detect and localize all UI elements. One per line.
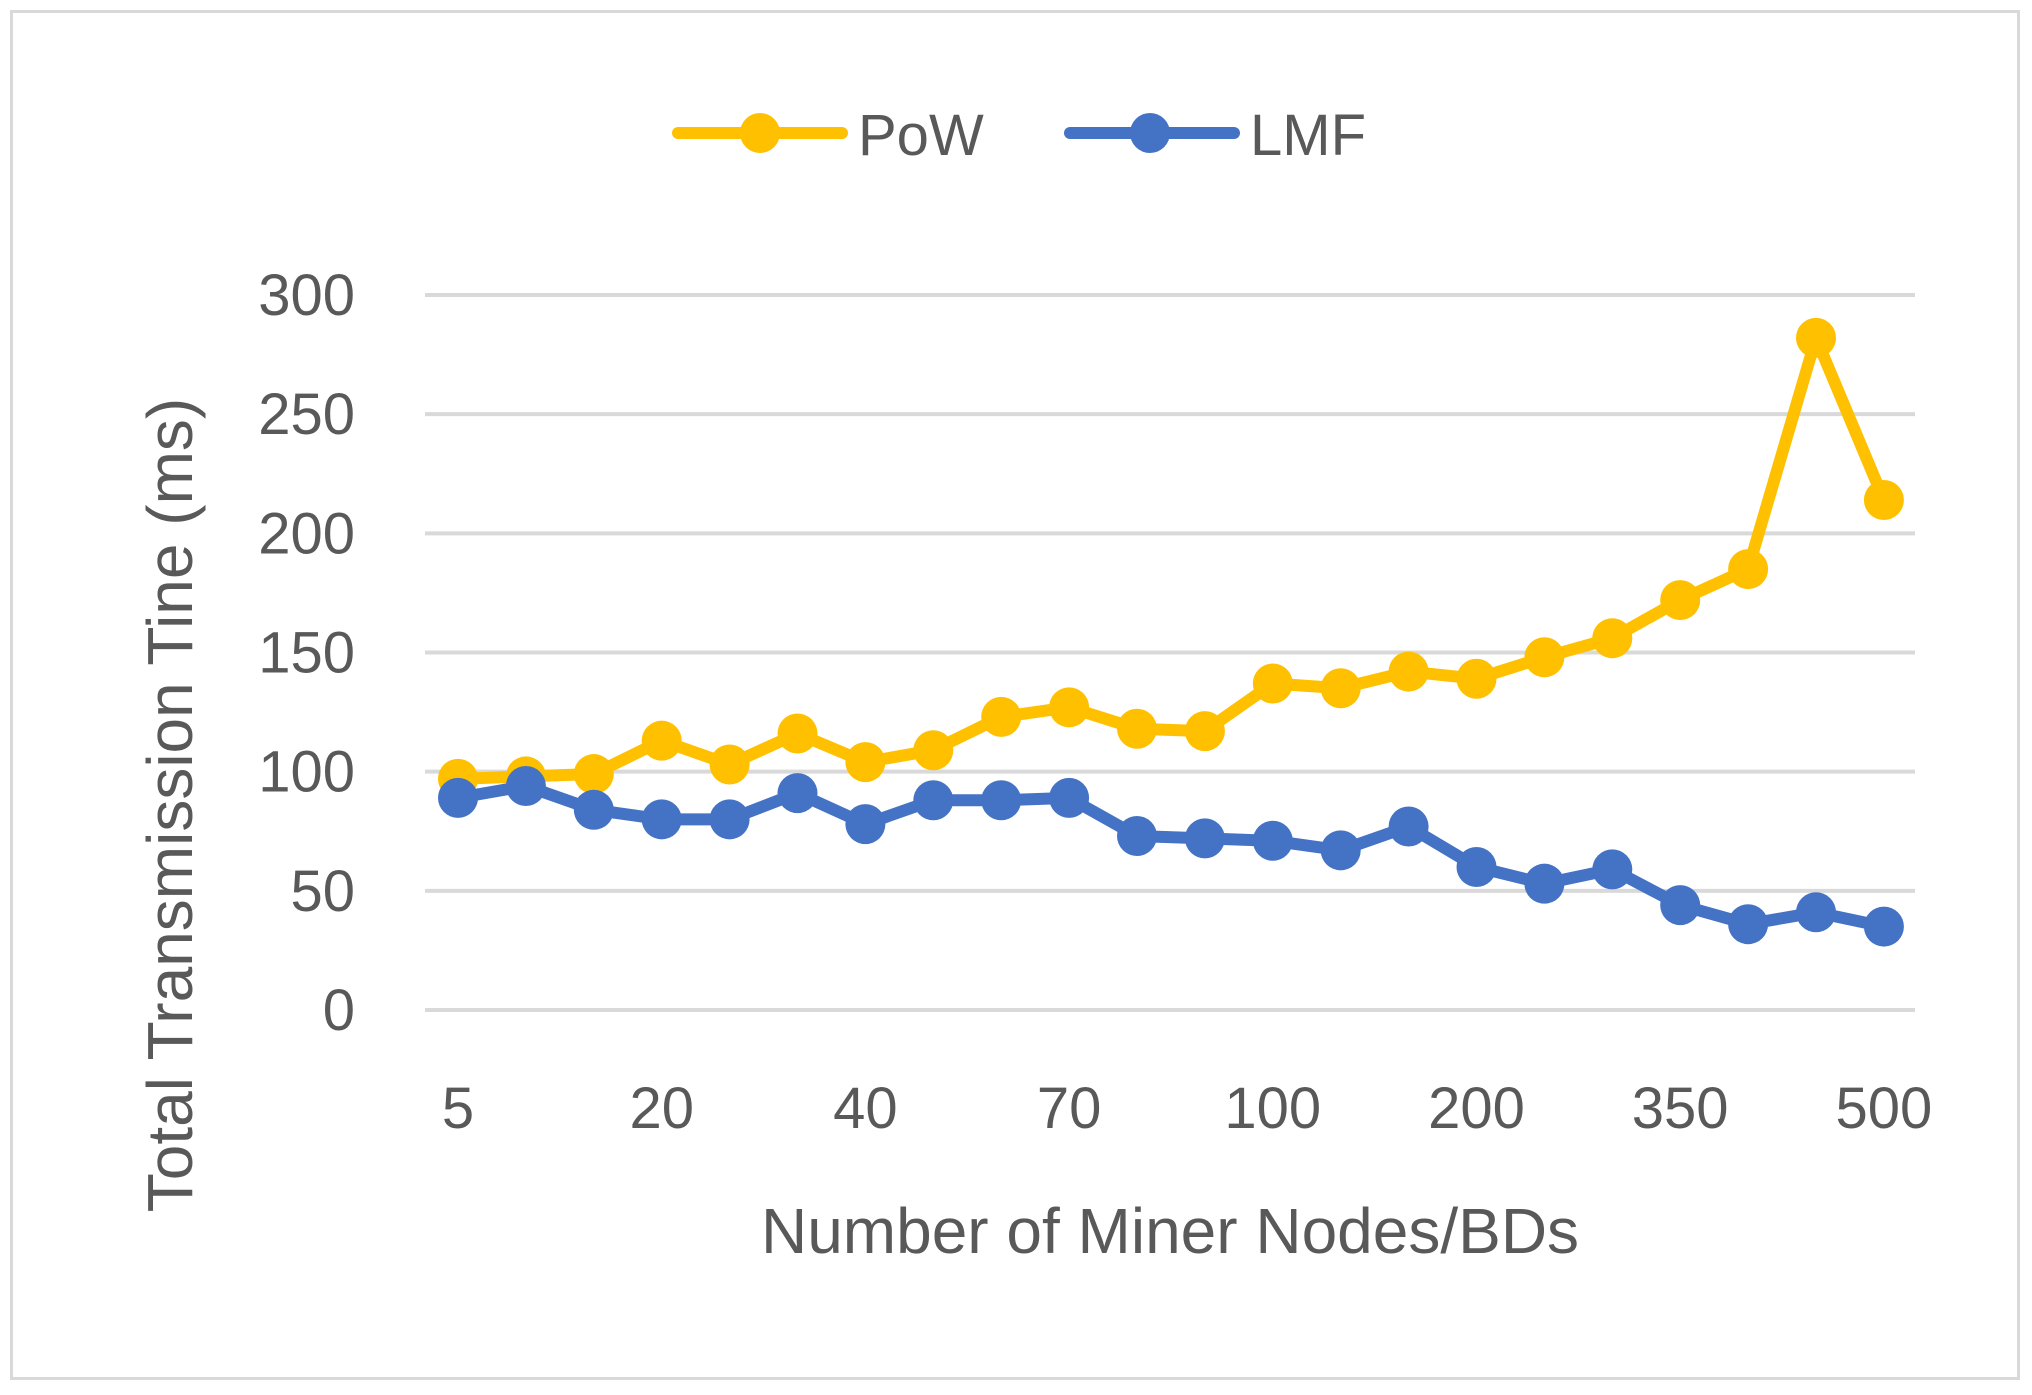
x-axis-title: Number of Miner Nodes/BDs xyxy=(761,1195,1579,1267)
x-tick-label: 40 xyxy=(833,1076,898,1141)
y-axis-ticks: 0 50 100 150 200 250 300 xyxy=(258,263,355,1043)
data-point-lmf xyxy=(1320,830,1361,871)
legend-label-lmf: LMF xyxy=(1250,103,1366,168)
data-point-pow xyxy=(1524,637,1565,678)
y-tick-label: 50 xyxy=(290,859,355,924)
data-point-pow xyxy=(981,696,1022,737)
data-point-lmf xyxy=(1388,806,1429,847)
data-point-lmf xyxy=(505,765,546,806)
legend-label-pow: PoW xyxy=(858,103,984,168)
series-line-lmf xyxy=(452,779,1890,933)
data-point-pow xyxy=(1184,711,1225,752)
y-tick-label: 0 xyxy=(323,978,355,1043)
x-tick-label: 350 xyxy=(1632,1076,1729,1141)
series-layer xyxy=(438,317,1904,947)
data-point-pow xyxy=(1796,317,1836,358)
data-point-lmf xyxy=(981,780,1022,821)
data-point-lmf xyxy=(1660,885,1701,926)
gridlines xyxy=(425,293,1915,1012)
x-tick-label: 5 xyxy=(442,1076,474,1141)
data-point-lmf xyxy=(1728,904,1769,945)
data-point-pow xyxy=(573,754,614,795)
legend: PoW LMF xyxy=(672,103,1366,168)
data-point-lmf xyxy=(1184,818,1225,859)
y-tick-label: 100 xyxy=(258,740,355,805)
data-point-lmf xyxy=(438,777,478,818)
x-tick-label: 100 xyxy=(1224,1076,1321,1141)
data-point-lmf xyxy=(1456,847,1497,887)
data-point-pow xyxy=(777,713,818,754)
data-point-lmf xyxy=(1863,906,1904,947)
data-point-pow xyxy=(709,744,750,785)
y-tick-label: 300 xyxy=(258,263,355,328)
data-point-pow xyxy=(913,730,954,771)
data-point-lmf xyxy=(1252,820,1293,861)
data-point-pow xyxy=(1320,668,1361,709)
chart-frame xyxy=(10,10,2020,1380)
y-tick-label: 250 xyxy=(258,382,355,447)
data-point-pow xyxy=(1660,580,1701,621)
data-point-pow xyxy=(1456,658,1497,699)
data-point-pow xyxy=(1049,687,1090,728)
legend-marker-pow xyxy=(740,113,780,153)
data-point-lmf xyxy=(641,799,682,840)
x-tick-label: 20 xyxy=(629,1076,694,1141)
data-point-lmf xyxy=(1796,892,1836,933)
x-axis-ticks: 5 20 40 70 100 200 350 500 xyxy=(442,1076,1932,1141)
y-axis-title: Total Transmission Tine (ms) xyxy=(134,398,206,1212)
data-point-pow xyxy=(1728,549,1769,590)
data-point-pow xyxy=(1863,479,1904,520)
y-tick-label: 200 xyxy=(258,501,355,566)
series-line-pow xyxy=(452,331,1890,785)
data-point-lmf xyxy=(913,780,954,821)
x-tick-label: 200 xyxy=(1428,1076,1525,1141)
data-point-lmf xyxy=(777,773,818,814)
data-point-lmf xyxy=(1592,849,1633,890)
data-point-lmf xyxy=(845,804,886,845)
legend-marker-lmf xyxy=(1130,113,1170,153)
data-point-lmf xyxy=(1117,816,1157,857)
data-point-lmf xyxy=(1524,863,1565,904)
data-point-pow xyxy=(1592,618,1633,659)
data-point-pow xyxy=(1252,663,1293,704)
data-point-pow xyxy=(641,720,682,761)
data-point-pow xyxy=(845,742,886,783)
data-point-pow xyxy=(1117,708,1157,749)
data-point-lmf xyxy=(1049,777,1090,818)
y-tick-label: 150 xyxy=(258,621,355,686)
data-point-lmf xyxy=(709,799,750,840)
x-tick-label: 70 xyxy=(1037,1076,1102,1141)
x-tick-label: 500 xyxy=(1836,1076,1933,1141)
data-point-pow xyxy=(1388,651,1429,692)
data-point-lmf xyxy=(573,789,614,830)
